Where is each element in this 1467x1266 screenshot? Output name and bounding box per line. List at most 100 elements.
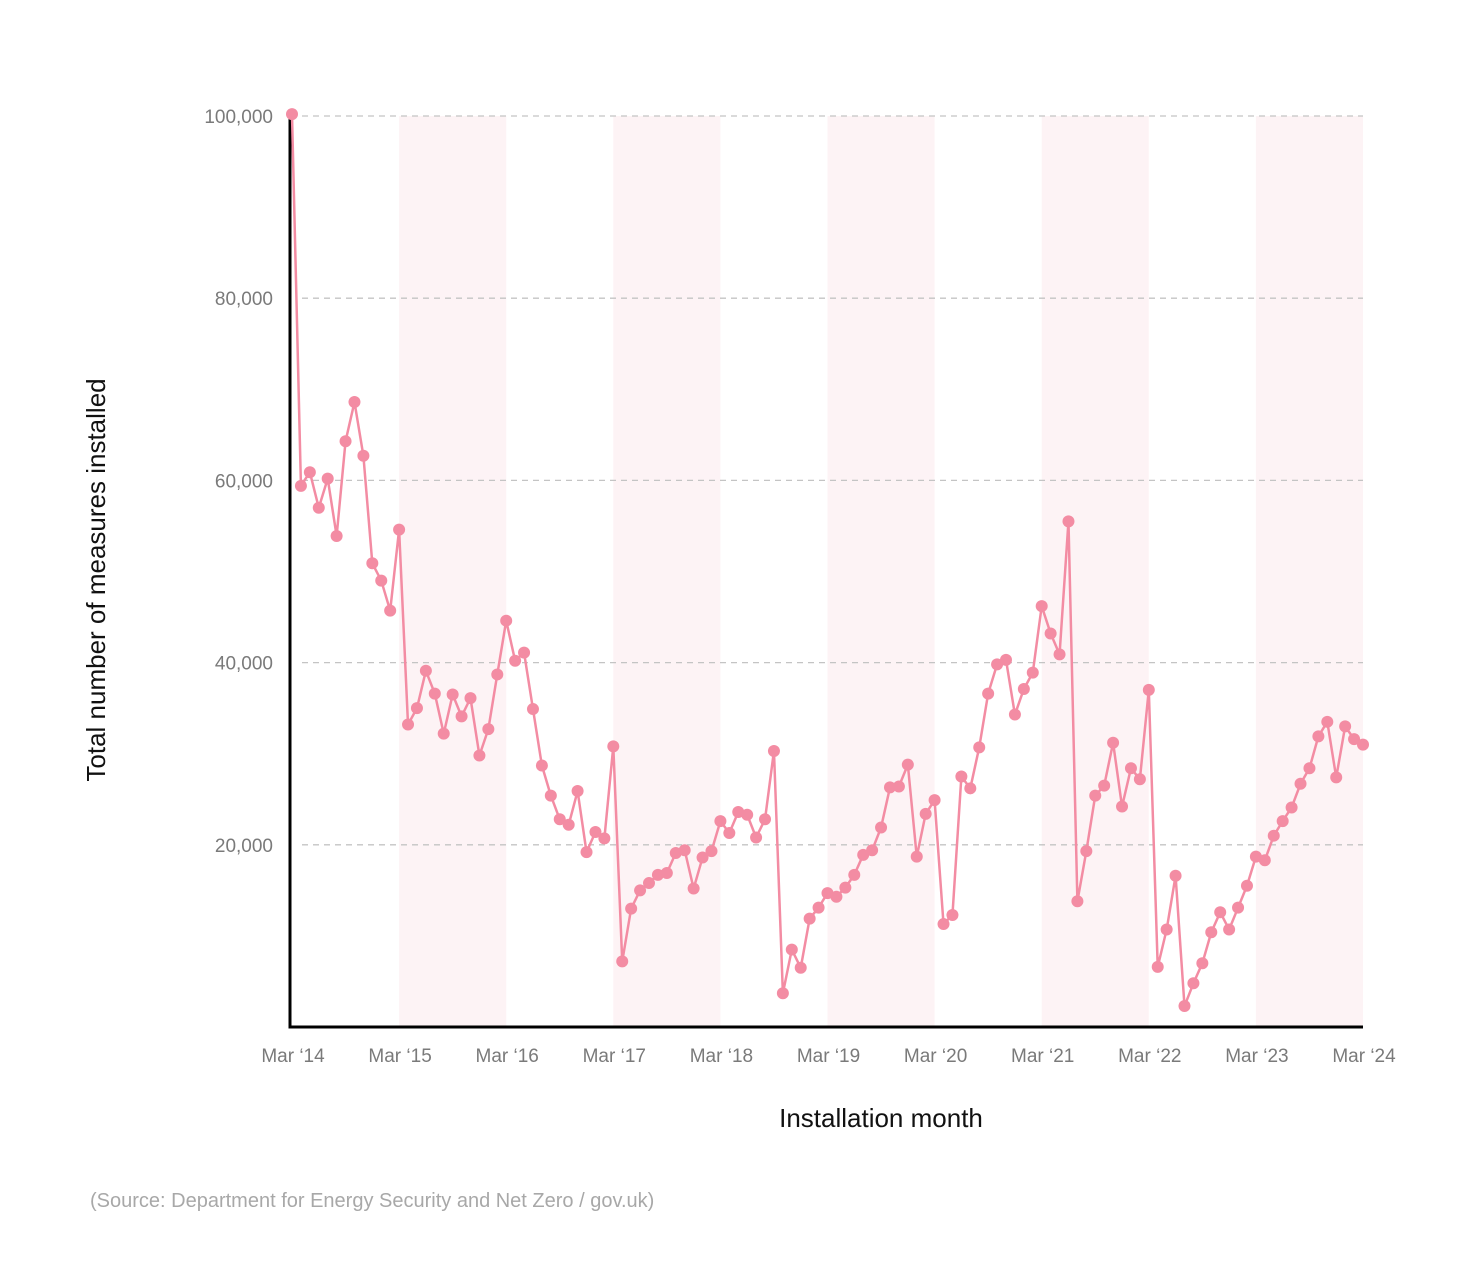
data-point [794, 961, 807, 974]
data-point [571, 785, 584, 798]
data-point [598, 832, 611, 845]
data-point [687, 882, 700, 895]
data-point [839, 881, 852, 894]
source-note: (Source: Department for Energy Security … [90, 1190, 655, 1212]
data-point [473, 749, 486, 762]
data-point [616, 955, 629, 968]
data-point [973, 741, 986, 754]
data-point [991, 658, 1004, 671]
data-point [562, 818, 575, 831]
data-point [526, 703, 539, 716]
data-point [1223, 923, 1236, 936]
x-tick-label: Mar ‘23 [1225, 1046, 1288, 1067]
data-point [678, 844, 691, 857]
data-point [375, 574, 388, 587]
data-point [500, 614, 513, 627]
data-point [964, 782, 977, 795]
y-axis-title: Total number of measures installed [81, 378, 111, 781]
data-point [1258, 854, 1271, 867]
y-tick-label: 60,000 [215, 471, 273, 492]
data-point [1303, 762, 1316, 775]
data-point [1151, 960, 1164, 973]
data-point [776, 987, 789, 1000]
data-point [723, 826, 736, 839]
data-point [1089, 789, 1102, 802]
data-point [437, 727, 450, 740]
x-tick-label: Mar ‘24 [1332, 1046, 1396, 1067]
data-point [643, 877, 655, 890]
x-tick-label: Mar ‘15 [368, 1046, 431, 1067]
shaded-band-3 [827, 116, 935, 1027]
x-tick-label: Mar ‘14 [261, 1046, 325, 1067]
data-point [651, 868, 664, 881]
data-point [1196, 957, 1209, 970]
data-point [1053, 648, 1066, 661]
data-point [875, 821, 888, 834]
y-tick-label: 80,000 [215, 289, 273, 310]
data-point [286, 108, 298, 121]
data-point [455, 710, 468, 723]
data-point [357, 449, 370, 462]
data-point [1000, 653, 1012, 666]
data-point [1312, 730, 1325, 743]
y-tick-label: 100,000 [204, 107, 273, 128]
data-point [785, 943, 798, 956]
data-point [393, 523, 406, 536]
data-point [1008, 708, 1021, 721]
data-point [1321, 715, 1334, 728]
data-point [544, 789, 557, 802]
data-point [1026, 666, 1039, 679]
data-point [402, 718, 415, 731]
data-point [1044, 627, 1057, 640]
data-point [910, 850, 923, 863]
data-point [883, 781, 896, 794]
data-point [1107, 736, 1120, 749]
data-point [955, 770, 968, 783]
data-point [1240, 879, 1253, 892]
data-point [1187, 977, 1200, 990]
x-tick-label: Mar ‘20 [904, 1046, 967, 1067]
data-point [1232, 901, 1245, 914]
x-tick-label: Mar ‘18 [690, 1046, 753, 1067]
data-point [660, 867, 673, 880]
data-point [741, 808, 754, 821]
data-point [348, 396, 361, 409]
x-tick-label: Mar ‘19 [797, 1046, 860, 1067]
x-tick-label: Mar ‘21 [1011, 1046, 1074, 1067]
data-point [1214, 906, 1227, 919]
data-point [1267, 829, 1280, 842]
data-point [705, 845, 718, 858]
data-point [553, 813, 566, 826]
data-point [937, 918, 950, 931]
data-point [750, 831, 763, 844]
data-point [1276, 815, 1289, 828]
data-point [830, 890, 843, 903]
data-point [330, 529, 343, 542]
data-point [1071, 895, 1084, 908]
shaded-band-2 [613, 116, 721, 1027]
data-point [419, 664, 432, 677]
data-point [1116, 800, 1129, 813]
data-point [366, 557, 379, 570]
x-tick-label: Mar ‘16 [476, 1046, 539, 1067]
data-point [928, 794, 941, 807]
data-point [410, 702, 423, 715]
data-point [625, 902, 638, 915]
data-point [1035, 600, 1048, 613]
data-point [714, 815, 727, 828]
shaded-year-bands [399, 116, 1363, 1027]
data-point [803, 912, 816, 925]
data-point [321, 472, 334, 485]
data-point [1357, 738, 1369, 751]
x-tick-label: Mar ‘22 [1118, 1046, 1181, 1067]
data-point [1294, 777, 1307, 790]
shaded-band-5 [1255, 116, 1363, 1027]
data-point [384, 604, 397, 617]
data-point [892, 780, 905, 793]
data-point [482, 723, 495, 736]
x-axis-title: Installation month [779, 1103, 983, 1133]
data-point [1339, 720, 1352, 733]
data-point [1080, 845, 1093, 858]
y-tick-label: 20,000 [215, 836, 273, 857]
data-point [1098, 779, 1111, 792]
